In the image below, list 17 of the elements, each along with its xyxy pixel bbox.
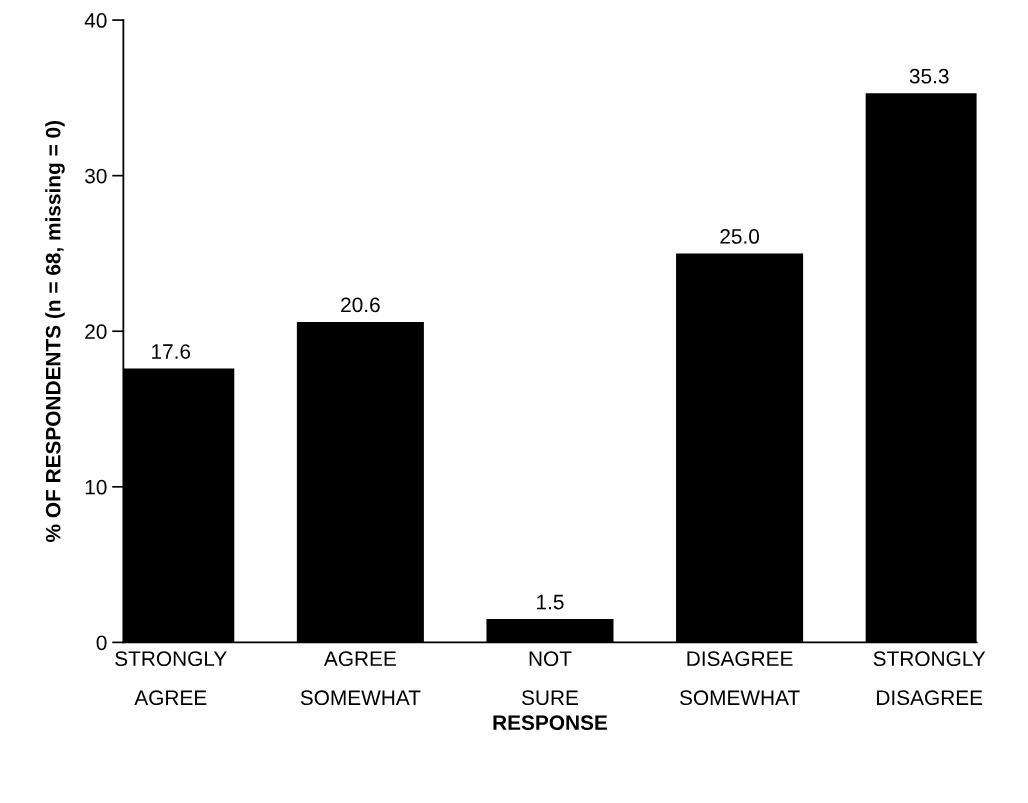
x-tick-label: NOT SURE — [521, 651, 579, 706]
x-tick-label: STRONGLY DISAGREE — [873, 651, 986, 706]
data-label: 35.3 — [909, 68, 949, 84]
x-axis-title: RESPONSE — [493, 715, 608, 731]
y-tick-label: 10 — [85, 479, 107, 495]
y-tick-label: 0 — [96, 635, 107, 651]
y-tick-label: 40 — [84, 13, 107, 28]
data-label: 17.6 — [152, 344, 191, 359]
data-label: 20.6 — [341, 297, 380, 313]
data-label: 1.5 — [537, 594, 564, 610]
data-label: 25.0 — [720, 229, 760, 244]
y-tick-label: 20 — [85, 324, 107, 339]
y-tick-label: 30 — [85, 168, 107, 184]
y-axis-title: % OF RESPONDENTS (n = 68, missing = 0) — [45, 120, 65, 542]
x-tick-label: DISAGREE SOMEWHAT — [679, 651, 800, 706]
x-tick-label: AGREE SOMEWHAT — [300, 651, 421, 706]
x-tick-label: STRONGLY AGREE — [115, 651, 227, 706]
